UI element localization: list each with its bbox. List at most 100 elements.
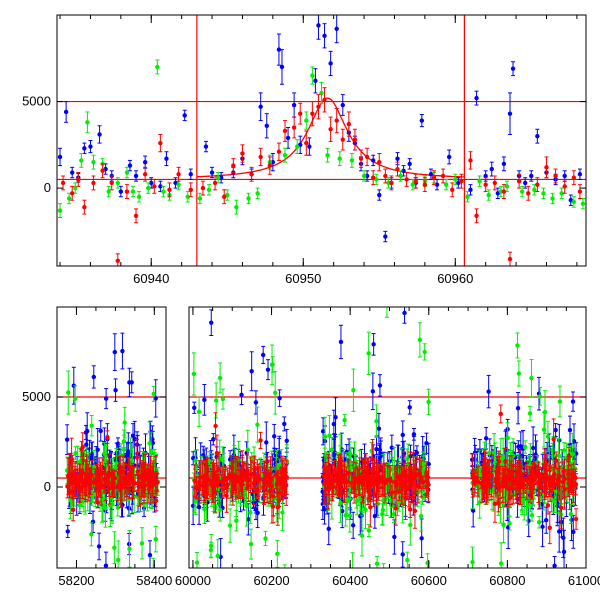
- series-point: [158, 180, 163, 193]
- data-point: [202, 397, 207, 403]
- data-point: [413, 178, 418, 184]
- series-point: [129, 371, 134, 394]
- data-point: [492, 180, 497, 186]
- data-point: [127, 546, 132, 552]
- data-point: [489, 166, 494, 172]
- data-point: [279, 64, 285, 70]
- data-point: [246, 196, 251, 201]
- series-point: [218, 537, 223, 568]
- series-point: [113, 378, 118, 402]
- data-point: [370, 158, 376, 163]
- series-point: [424, 432, 429, 454]
- series-point: [371, 333, 376, 356]
- data-point: [85, 120, 90, 125]
- series-point: [130, 185, 136, 198]
- series-point: [501, 156, 507, 172]
- data-point: [103, 505, 108, 511]
- series-point: [282, 147, 288, 163]
- data-point: [518, 444, 523, 449]
- data-point: [400, 552, 405, 557]
- data-point: [556, 529, 562, 534]
- data-point: [535, 182, 540, 187]
- series-point: [239, 384, 244, 406]
- data-point: [349, 158, 355, 163]
- data-point: [139, 541, 145, 546]
- data-point: [146, 185, 151, 191]
- data-point: [577, 172, 583, 177]
- series-point: [389, 434, 395, 461]
- series-point: [272, 423, 277, 449]
- data-point: [294, 144, 300, 149]
- series-point: [220, 497, 225, 518]
- series-point: [510, 61, 516, 77]
- data-point: [63, 109, 69, 115]
- data-point: [152, 184, 157, 189]
- bottom-light-curve-panel: 58200 58400 60000 60200 60400 60600 60800 6100 0…: [22, 306, 600, 588]
- data-point: [124, 189, 130, 194]
- data-point: [401, 168, 406, 173]
- data-point: [113, 387, 118, 393]
- series-point: [89, 522, 94, 547]
- data-point: [122, 420, 127, 425]
- data-point: [155, 64, 160, 70]
- data-point: [483, 182, 488, 187]
- data-point: [109, 502, 115, 507]
- series-point: [328, 50, 333, 77]
- series-point: [115, 540, 121, 568]
- data-point: [419, 536, 424, 541]
- data-point: [191, 371, 197, 377]
- data-point: [130, 433, 136, 438]
- series-point: [486, 189, 491, 201]
- series-point: [358, 149, 364, 168]
- series-point: [498, 185, 504, 198]
- data-point: [377, 192, 382, 198]
- data-point: [310, 73, 315, 78]
- data-point: [358, 156, 364, 161]
- series-point: [248, 500, 253, 524]
- data-point: [193, 498, 199, 504]
- data-point: [346, 121, 352, 127]
- series-point: [185, 191, 190, 203]
- cluster-points: [190, 309, 290, 568]
- series-point: [155, 59, 160, 75]
- data-point: [142, 172, 148, 177]
- data-point: [453, 177, 458, 182]
- data-point: [553, 173, 558, 179]
- data-point: [543, 518, 549, 523]
- series-point: [422, 177, 428, 193]
- data-point: [320, 429, 326, 434]
- data-point: [248, 510, 253, 515]
- data-point: [127, 163, 133, 168]
- series-point: [73, 385, 78, 412]
- data-point: [265, 367, 271, 372]
- series-point: [319, 82, 324, 104]
- series-point: [97, 125, 102, 144]
- series-point: [313, 68, 318, 94]
- data-point: [249, 172, 254, 177]
- series-point: [294, 139, 300, 154]
- data-point: [103, 563, 109, 568]
- series-point: [398, 170, 403, 182]
- data-point: [89, 423, 94, 428]
- data-point: [501, 161, 507, 167]
- data-point: [553, 427, 558, 433]
- data-point: [352, 137, 358, 142]
- data-point: [282, 421, 287, 427]
- data-point: [218, 175, 224, 180]
- data-point: [133, 213, 139, 218]
- series-point: [231, 158, 236, 174]
- data-point: [158, 184, 163, 189]
- data-point: [253, 400, 259, 405]
- data-point: [96, 544, 102, 549]
- data-point: [552, 563, 557, 568]
- data-point: [474, 213, 479, 218]
- series-point: [142, 155, 148, 169]
- data-point: [89, 532, 94, 537]
- series-point: [234, 199, 239, 215]
- series-point: [103, 388, 109, 410]
- series-point: [571, 196, 577, 208]
- series-point: [374, 173, 379, 186]
- series-point: [151, 557, 156, 568]
- series-point: [133, 208, 139, 224]
- series-point: [400, 541, 405, 568]
